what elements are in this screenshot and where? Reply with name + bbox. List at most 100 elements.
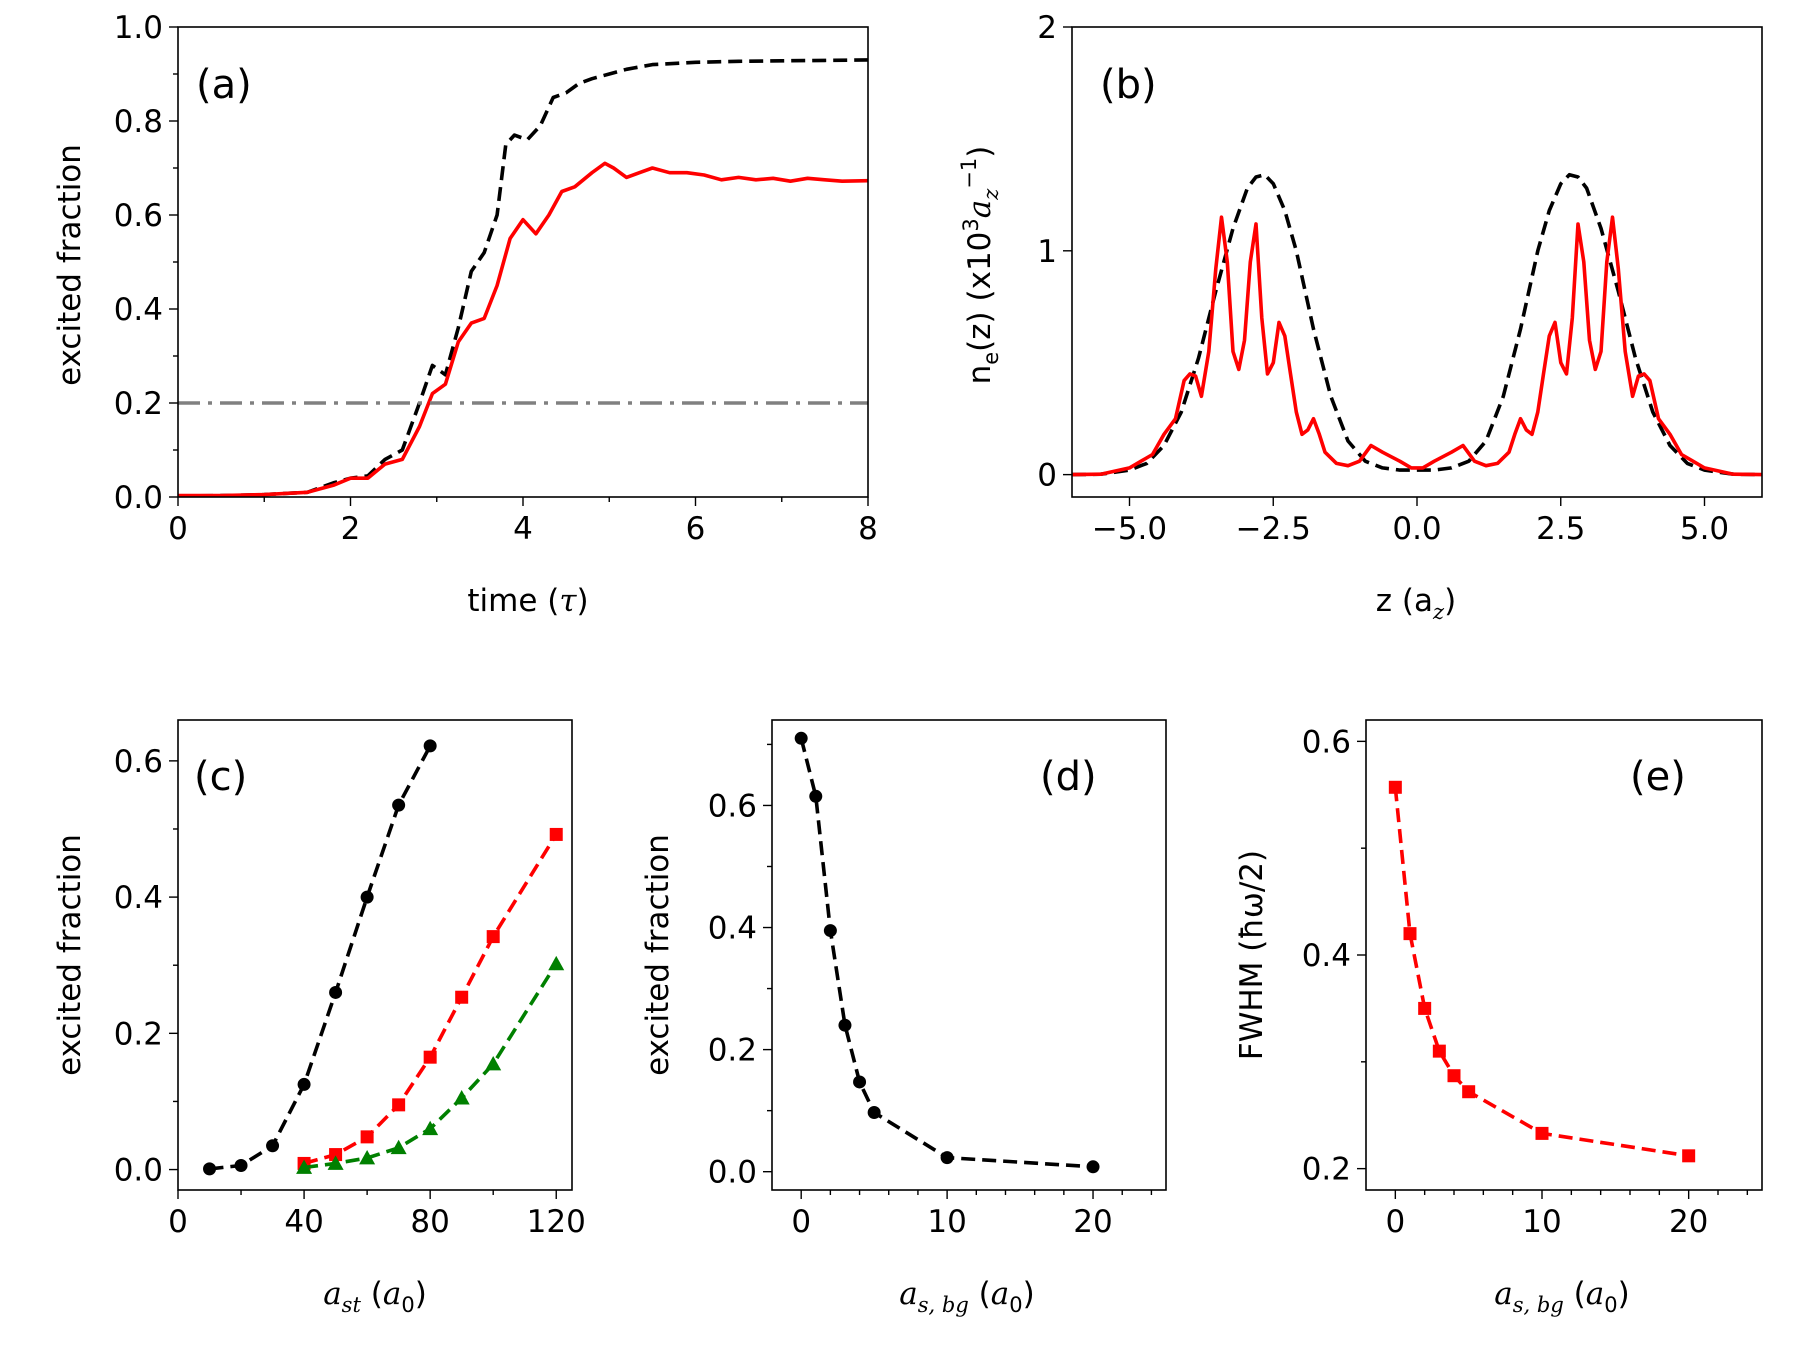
- panel-b-series-solid-red-line: [1072, 215, 1762, 477]
- panel-c-series-black-circles-point-2: [266, 1139, 280, 1153]
- panel-e-series-red-squares-point-5: [1462, 1085, 1476, 1099]
- panel-d-series-black-circles-point-5: [867, 1105, 881, 1119]
- panel-c-xtick-label-3: 120: [527, 1204, 586, 1240]
- panel-e-ytick-label-0: 0.2: [1302, 1152, 1351, 1188]
- panel-d-plot-area: [794, 731, 1100, 1174]
- panel-b-ylabel-z: z: [979, 188, 1003, 201]
- panel-d-series-black-circles-point-7: [1086, 1160, 1100, 1174]
- panel-a-label: (a): [196, 62, 252, 108]
- panel-c-xlabel: ast (a0): [323, 1276, 427, 1317]
- panel-b-ylabel-n: n: [962, 365, 998, 385]
- panel-e-xlabel-a: a: [1494, 1276, 1512, 1312]
- panel-d-xlabel-a0: a: [991, 1276, 1009, 1312]
- panel-c-series-black-circles-point-3: [297, 1077, 311, 1091]
- panel-e-series-red-squares-point-0: [1388, 780, 1402, 794]
- panel-d-series-black-circles-line: [799, 737, 1094, 1169]
- panel-e-ytick-label-2: 0.6: [1302, 724, 1351, 760]
- panel-c-series-red-squares-point-5: [455, 990, 469, 1004]
- panel-a-ytick-label-2: 0.4: [114, 292, 163, 328]
- panel-b-ylabel-a: a: [962, 200, 998, 218]
- panel-c-series-black-circles-point-5: [360, 890, 374, 904]
- panel-c-label: (c): [194, 754, 247, 800]
- panel-e-xlabel-0: 0: [1604, 1293, 1617, 1317]
- panel-c-series-red-squares-point-4: [423, 1050, 437, 1064]
- panel-c-xtick-label-1: 40: [284, 1204, 323, 1240]
- panel-b-ylabel-mid: (z) (x10: [962, 232, 998, 352]
- panel-c-series-green-triangles-point-5: [453, 1090, 470, 1105]
- panel-a-ytick-label-0: 0.0: [114, 480, 163, 516]
- panel-c-axes-frame: [177, 719, 573, 1191]
- panel-d-series-black-circles-point-6: [940, 1151, 954, 1165]
- panel-e-xlabel-close: ): [1618, 1276, 1630, 1312]
- panel-c-series-red-squares-point-3: [392, 1098, 406, 1112]
- panel-e: (e) as, bg (a0) FWHM (ħω/2) 0 10 200.20.40…: [1234, 719, 1763, 1317]
- panel-d-xtick-label-1: 10: [927, 1204, 966, 1240]
- panel-a: (a) time (τ) excited fraction 0 2 4 6 8 0.0 0.…: [52, 10, 878, 619]
- panel-c-xlabel-open: (: [361, 1276, 383, 1312]
- panel-b-ylabel-close: ): [962, 146, 998, 158]
- panel-b-xlabel: z (az): [1376, 583, 1456, 624]
- panel-a-series-dashed-black-line: [178, 58, 868, 497]
- panel-d-ytick-label-1: 0.2: [708, 1033, 757, 1069]
- panel-c-series-red-squares-point-2: [360, 1130, 374, 1144]
- panel-d-series-black-circles-point-3: [838, 1018, 852, 1032]
- panel-a-xtick-label-2: 4: [513, 511, 533, 547]
- panel-d-xlabel-sub: s, bg: [918, 1293, 969, 1317]
- panel-d-xlabel-close: ): [1023, 1276, 1035, 1312]
- panel-e-series-red-squares-point-4: [1447, 1069, 1461, 1083]
- panel-a-plot-area: [178, 58, 868, 497]
- panel-d-label: (d): [1040, 754, 1097, 800]
- panel-c-series-red-squares-line: [303, 833, 558, 1166]
- panel-c-xlabel-a: a: [323, 1276, 341, 1312]
- panel-c-xtick-label-2: 80: [410, 1204, 449, 1240]
- panel-d-ylabel: excited fraction: [640, 834, 676, 1076]
- panel-b-ytick-label-0: 0: [1037, 458, 1057, 494]
- panel-b-ytick-label-2: 2: [1037, 10, 1057, 46]
- panel-d-xtick-label-2: 20: [1073, 1204, 1112, 1240]
- panel-e-xtick-label-2: 20: [1669, 1204, 1708, 1240]
- panel-d-xtick-label-0: 0: [791, 1204, 811, 1240]
- panel-b-xtick-label-4: 5.0: [1680, 511, 1729, 547]
- panel-b-xlabel-sub: z: [1432, 600, 1445, 624]
- panel-a-xtick-label-1: 2: [341, 511, 361, 547]
- panel-b-ytick-label-1: 1: [1037, 234, 1057, 270]
- panel-b-series-dashed-black-line: [1072, 172, 1762, 477]
- panel-b-xtick-label-0: −5.0: [1092, 511, 1167, 547]
- panel-d-xlabel-open: (: [969, 1276, 991, 1312]
- panel-d-ytick-label-2: 0.4: [708, 911, 757, 947]
- panel-e-ylabel: FWHM (ħω/2): [1234, 850, 1270, 1060]
- panel-e-series-red-squares-point-6: [1535, 1126, 1549, 1140]
- panel-e-xlabel-a0: a: [1586, 1276, 1604, 1312]
- panel-a-ytick-label-4: 0.8: [114, 104, 163, 140]
- panel-c-series-black-circles-point-7: [423, 739, 437, 753]
- panel-d: (d) as, bg (a0) excited fraction 0 10 200.…: [640, 719, 1167, 1317]
- panel-c-ytick-label-2: 0.4: [114, 880, 163, 916]
- panel-e-series-red-squares-point-1: [1403, 927, 1417, 941]
- panel-a-xtick-label-0: 0: [168, 511, 188, 547]
- panel-c-xtick-label-0: 0: [168, 1204, 188, 1240]
- panel-c-series-red-squares-point-6: [486, 930, 500, 944]
- panel-b-ylabel-e: e: [979, 352, 1003, 365]
- panel-d-series-black-circles-point-2: [823, 924, 837, 938]
- panel-b: (b) z (az) ne(z) (x103az−1) −5.0 −2.5 0.0 2…: [957, 10, 1763, 624]
- panel-c-plot-area: [203, 739, 565, 1176]
- panel-c-series-green-triangles-point-2: [359, 1149, 376, 1165]
- panel-c-xlabel-sub: st: [342, 1293, 362, 1317]
- panel-b-xtick-label-2: 0.0: [1392, 511, 1441, 547]
- panel-a-ylabel: excited fraction: [52, 144, 88, 386]
- panel-c-xlabel-close: ): [415, 1276, 427, 1312]
- panel-a-xlabel-close: ): [577, 583, 589, 619]
- panel-c-series-black-circles-point-1: [234, 1158, 248, 1172]
- panel-c-series-green-triangles-point-6: [485, 1055, 502, 1071]
- panel-e-ytick-label-1: 0.4: [1302, 938, 1351, 974]
- panel-b-xtick-label-1: −2.5: [1236, 511, 1311, 547]
- panel-c-xlabel-a0: a: [383, 1276, 401, 1312]
- panel-d-series-black-circles-point-0: [794, 731, 808, 745]
- panel-c-series-red-squares-point-7: [549, 827, 563, 841]
- panel-a-ytick-label-3: 0.6: [114, 198, 163, 234]
- panel-c-ylabel: excited fraction: [52, 834, 88, 1076]
- panel-c-series-green-triangles-line: [303, 962, 558, 1170]
- panel-a-series-solid-red-line: [178, 161, 868, 497]
